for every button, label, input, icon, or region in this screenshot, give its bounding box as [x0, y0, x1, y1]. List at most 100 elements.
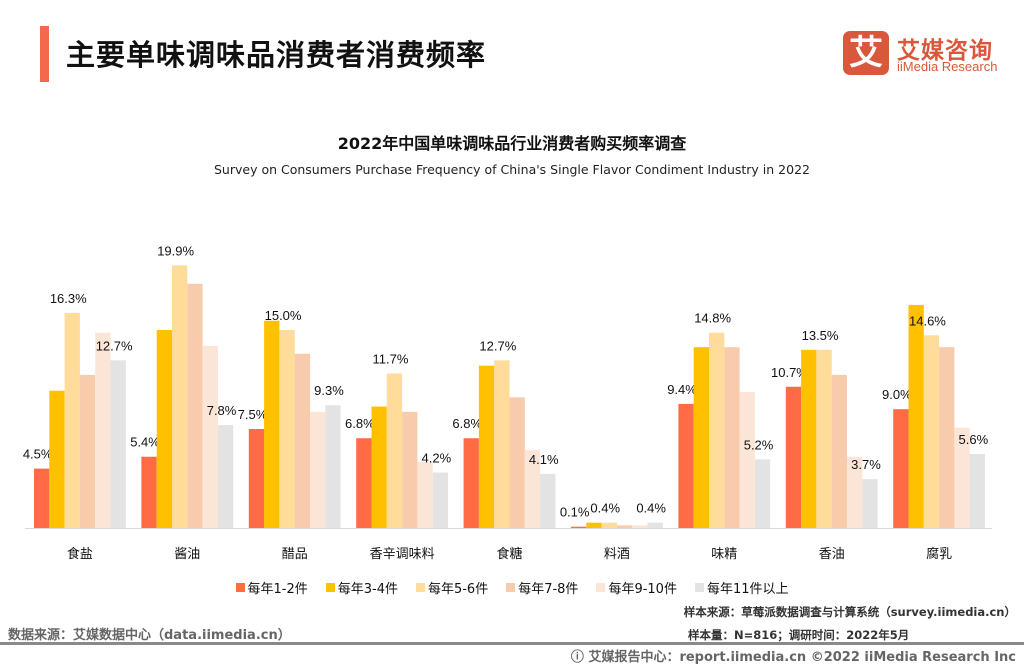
bar [893, 409, 909, 528]
title-accent-bar [40, 26, 49, 82]
bar [831, 374, 847, 528]
bar [571, 526, 587, 528]
legend-label: 每年11件以上 [706, 582, 789, 597]
logo-cn: 艾媒咨询 [897, 38, 993, 64]
legend-swatch [596, 583, 606, 592]
bar [862, 479, 878, 528]
bar [95, 332, 111, 528]
bar [754, 459, 771, 528]
logo-mark: 艾 [843, 31, 889, 75]
category-label: 酱油 [174, 547, 200, 562]
legend-item: 每年11件以上 [694, 578, 789, 597]
data-label: 12.7% [479, 338, 516, 353]
data-label: 12.7% [96, 338, 133, 353]
bar [432, 472, 448, 528]
data-label: 6.8% [452, 416, 482, 431]
bar [801, 349, 817, 528]
legend-item: 每年5-6件 [415, 578, 489, 597]
bar [49, 390, 65, 528]
category-label: 腐乳 [926, 547, 952, 562]
data-label: 0.4% [590, 501, 620, 516]
data-label: 4.5% [23, 447, 53, 462]
bar [172, 265, 188, 528]
bar [678, 403, 694, 528]
legend-item: 每年7-8件 [506, 578, 578, 597]
bar [908, 304, 924, 528]
bar [402, 411, 418, 528]
bar [586, 522, 602, 528]
legend-label: 每年5-6件 [427, 582, 489, 597]
data-label: 11.7% [372, 352, 408, 367]
legend-label: 每年3-4件 [337, 582, 398, 597]
legend-label: 每年7-8件 [518, 582, 579, 597]
category-label: 香油 [819, 547, 845, 562]
iimedia-logo: 艾 艾媒咨询 iiMedia Research [843, 31, 1019, 77]
data-label: 19.9% [157, 243, 194, 258]
data-label: 7.5% [238, 407, 268, 422]
chart-legend: 每年1-2件 每年3-4件 每年5-6件 每年7-8件 每年9-10件 每年11件以上 [0, 578, 1024, 597]
bar [217, 425, 234, 528]
bar [739, 392, 755, 528]
data-label: 5.6% [959, 432, 989, 447]
bar [417, 462, 433, 528]
data-label: 3.7% [851, 457, 881, 472]
data-label: 13.5% [802, 328, 839, 343]
bar [969, 454, 985, 528]
bar [816, 349, 832, 528]
chart-subtitle: Survey on Consumers Purchase Frequency o… [214, 162, 810, 177]
legend-item: 每年3-4件 [325, 578, 398, 597]
data-label: 9.0% [882, 387, 912, 402]
bar [785, 386, 802, 528]
legend-item: 每年1-2件 [235, 578, 308, 597]
legend-swatch [415, 583, 425, 592]
bar [156, 330, 172, 528]
bar [202, 345, 218, 528]
bar [601, 522, 617, 528]
bar [279, 330, 295, 528]
category-label: 料酒 [604, 547, 630, 562]
category-label: 醋品 [282, 546, 308, 562]
data-source: 数据来源：艾媒数据中心（data.iimedia.cn） [8, 628, 291, 643]
bar [616, 525, 633, 528]
bar [509, 397, 525, 528]
bar [248, 429, 265, 528]
bar [79, 374, 96, 528]
data-label: 0.4% [636, 501, 666, 516]
bar [141, 456, 157, 528]
data-label: 15.0% [265, 308, 302, 323]
bar [64, 312, 80, 528]
data-label: 5.2% [744, 437, 774, 452]
data-label: 14.6% [909, 313, 946, 328]
data-label: 7.8% [207, 403, 237, 418]
bar [264, 320, 280, 528]
legend-swatch [694, 583, 704, 592]
legend-label: 每年9-10件 [608, 582, 677, 597]
legend-swatch [325, 583, 335, 592]
data-label: 4.2% [422, 451, 452, 466]
data-label: 9.3% [314, 383, 344, 398]
bar [187, 283, 203, 528]
category-label: 味精 [711, 547, 737, 562]
bar [371, 406, 387, 528]
bar [540, 473, 556, 528]
legend-swatch [506, 583, 516, 592]
bar [632, 525, 648, 528]
bar [310, 411, 326, 528]
category-label: 食糖 [496, 546, 522, 562]
legend-swatch [235, 583, 245, 592]
page-title: 主要单味调味品消费者消费频率 [66, 38, 487, 72]
chart-title: 2022年中国单味调味品行业消费者购买频率调查 [337, 134, 687, 153]
bar [110, 360, 126, 528]
bar [647, 522, 663, 528]
category-label: 食盐 [67, 546, 93, 562]
sample-size: 样本量：N=816；调研时间：2022年5月 [688, 628, 910, 642]
bar [939, 347, 955, 528]
bar [463, 438, 479, 528]
bar [693, 347, 709, 528]
bar [524, 450, 541, 528]
footer-copyright: ⓘ 艾媒报告中心：report.iimedia.cn ©2022 iiMedia… [570, 650, 1016, 665]
data-label: 5.4% [130, 435, 160, 450]
data-label: 9.4% [667, 382, 697, 397]
